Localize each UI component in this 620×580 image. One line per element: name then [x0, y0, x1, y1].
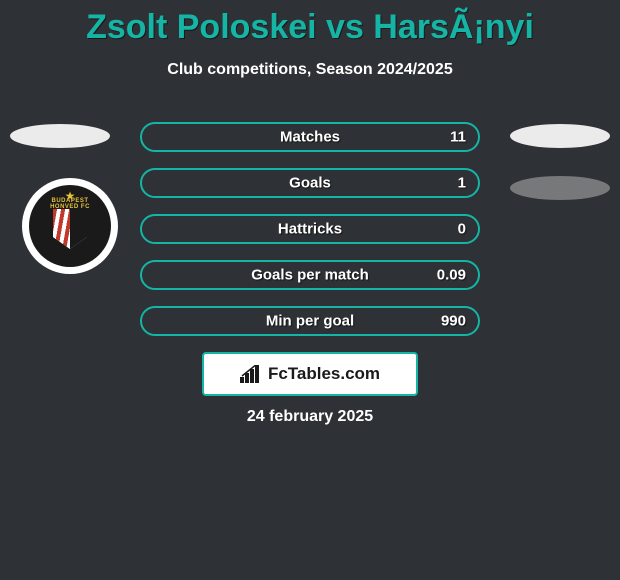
stat-value-right: 990 [441, 313, 466, 330]
bar-chart-icon [240, 365, 262, 383]
stat-value-right: 0.09 [437, 267, 466, 284]
stat-row: Goals per match 0.09 [140, 260, 480, 290]
stat-value-right: 11 [450, 129, 466, 146]
player1-club-badge: ★ BUDAPEST HONVED FC [22, 178, 118, 274]
stat-row: Hattricks 0 [140, 214, 480, 244]
club-badge-inner: ★ BUDAPEST HONVED FC [29, 185, 111, 267]
stat-label: Goals per match [251, 267, 369, 284]
player1-team-placeholder [10, 124, 110, 148]
stat-label: Min per goal [266, 313, 354, 330]
date-label: 24 february 2025 [0, 408, 620, 426]
stat-row: Goals 1 [140, 168, 480, 198]
stat-row: Min per goal 990 [140, 306, 480, 336]
stat-value-right: 1 [458, 175, 466, 192]
page-title: Zsolt Poloskei vs HarsÃ¡nyi [0, 0, 620, 47]
player2-team-placeholder [510, 124, 610, 148]
stat-row: Matches 11 [140, 122, 480, 152]
club-shield [53, 209, 87, 249]
stats-table: Matches 11 Goals 1 Hattricks 0 Goals per… [140, 122, 480, 352]
stat-label: Goals [289, 175, 331, 192]
subtitle: Club competitions, Season 2024/2025 [0, 61, 620, 79]
site-logo: FcTables.com [202, 352, 418, 396]
stat-value-right: 0 [458, 221, 466, 238]
logo-text: FcTables.com [268, 364, 380, 384]
player2-club-placeholder [510, 176, 610, 200]
stat-label: Matches [280, 129, 340, 146]
stat-label: Hattricks [278, 221, 342, 238]
club-name-arc: BUDAPEST HONVED FC [38, 198, 102, 210]
